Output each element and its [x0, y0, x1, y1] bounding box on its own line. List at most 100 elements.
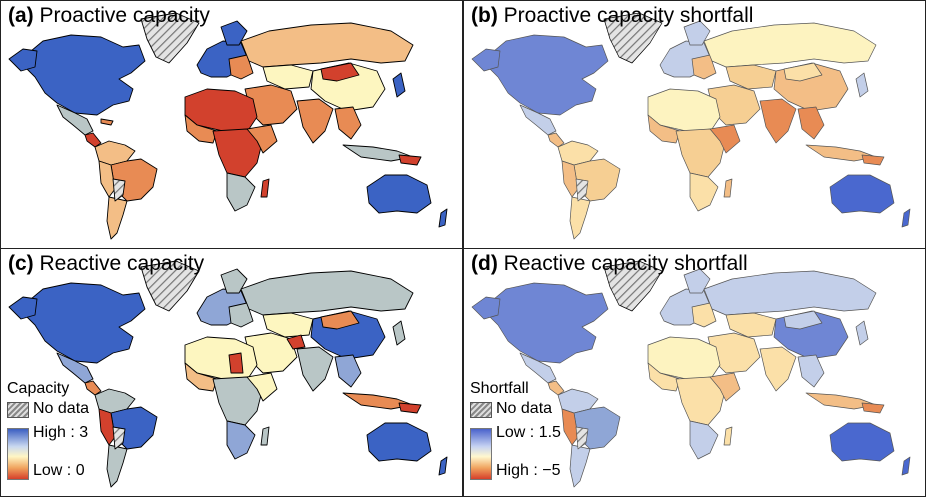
region-alaska [8, 48, 38, 72]
panel-proactive-capacity: (a) Proactive capacity [0, 0, 463, 249]
no-data-label: No data [496, 400, 553, 417]
region-russia [240, 22, 414, 68]
world-map [8, 260, 448, 488]
region-mongolia [320, 310, 360, 330]
region-japan [392, 72, 406, 98]
region-greenland [603, 12, 663, 64]
region-central-asia [725, 64, 777, 90]
region-east-africa [246, 124, 278, 154]
region-no-data-andes [575, 178, 589, 202]
region-no-data-andes [112, 426, 126, 450]
region-india [296, 98, 334, 144]
region-new-zealand [438, 208, 448, 228]
capacity-legend: Capacity No data High : 3 Low : 0 [7, 380, 147, 490]
region-madagascar [260, 426, 270, 446]
region-alaska [8, 296, 38, 320]
legend-low-label: Low : 0 [33, 462, 85, 479]
region-east-africa [709, 372, 741, 402]
region-india [759, 98, 797, 144]
world-map [471, 260, 911, 488]
region-west-africa [647, 114, 681, 144]
region-scandinavia [220, 20, 248, 46]
panel-reactive-capacity-shortfall: (d) Reactive capacity shortfall [463, 248, 926, 497]
region-eastern-europe [228, 302, 254, 328]
region-india [296, 346, 334, 392]
region-australia [829, 174, 895, 214]
panel-tag: (d) [471, 252, 498, 275]
region-scandinavia [683, 20, 711, 46]
shortfall-legend: Shortfall No data Low : 1.5 High : −5 [470, 380, 610, 490]
world-map [471, 12, 911, 240]
region-central-asia [262, 312, 314, 338]
region-madagascar [723, 426, 733, 446]
region-east-africa [246, 372, 278, 402]
region-mexico [519, 104, 557, 136]
panel-reactive-capacity: (c) Reactive capacity [0, 248, 463, 497]
region-north-america [481, 34, 609, 116]
region-chad [228, 352, 244, 374]
region-mongolia [783, 62, 823, 82]
panel-title: (b) Proactive capacity shortfall [471, 4, 753, 28]
panel-tag: (c) [8, 252, 34, 275]
panel-title-text: Reactive capacity [39, 252, 205, 275]
region-no-data-andes [575, 426, 589, 450]
region-papua [398, 154, 422, 166]
region-central-america [84, 132, 102, 148]
region-andes [561, 408, 579, 446]
region-southeast-asia [797, 106, 825, 140]
region-greenland [603, 260, 663, 312]
panel-title-text: Proactive capacity [39, 4, 210, 27]
region-eastern-europe [228, 54, 254, 80]
no-data-label: No data [33, 400, 90, 417]
region-japan [855, 72, 869, 98]
color-ramp [470, 428, 492, 480]
region-central-america [547, 132, 565, 148]
panel-title: (d) Reactive capacity shortfall [471, 252, 748, 276]
legend-high-label: High : −5 [496, 462, 561, 479]
region-india [759, 346, 797, 392]
region-alaska [471, 48, 501, 72]
region-new-zealand [901, 456, 911, 476]
region-andes [98, 160, 116, 198]
region-mongolia [783, 310, 823, 330]
region-central-asia [725, 312, 777, 338]
region-australia [829, 422, 895, 462]
region-southern-africa [689, 420, 719, 460]
no-data-swatch [470, 402, 492, 418]
panel-tag: (b) [471, 4, 498, 27]
legend-title: Shortfall [470, 380, 529, 397]
region-russia [703, 270, 877, 316]
region-australia [366, 422, 432, 462]
region-papua [861, 154, 885, 166]
region-mexico [56, 104, 94, 136]
legend-high-label: High : 3 [33, 424, 89, 441]
color-ramp [7, 428, 29, 480]
panel-title-text: Proactive capacity shortfall [503, 4, 754, 27]
region-russia [703, 22, 877, 68]
region-andes [98, 408, 116, 446]
region-australia [366, 174, 432, 214]
region-mexico [519, 352, 557, 384]
region-west-africa [184, 362, 218, 392]
region-andes [561, 160, 579, 198]
legend-title: Capacity [7, 380, 70, 397]
region-mongolia [320, 62, 360, 82]
region-japan [392, 320, 406, 346]
region-southeast-asia [334, 354, 362, 388]
region-central-asia [262, 64, 314, 90]
region-scandinavia [683, 268, 711, 294]
region-new-zealand [438, 456, 448, 476]
region-east-africa [709, 124, 741, 154]
region-southern-africa [689, 172, 719, 212]
region-southern-africa [226, 420, 256, 460]
region-west-africa [647, 362, 681, 392]
region-southern-cone [106, 444, 128, 488]
region-west-africa [184, 114, 218, 144]
region-greenland [140, 12, 200, 64]
region-north-america [18, 282, 146, 364]
region-russia [240, 270, 414, 316]
region-mexico [56, 352, 94, 384]
panel-title: (a) Proactive capacity [8, 4, 210, 28]
region-southern-cone [569, 196, 591, 240]
